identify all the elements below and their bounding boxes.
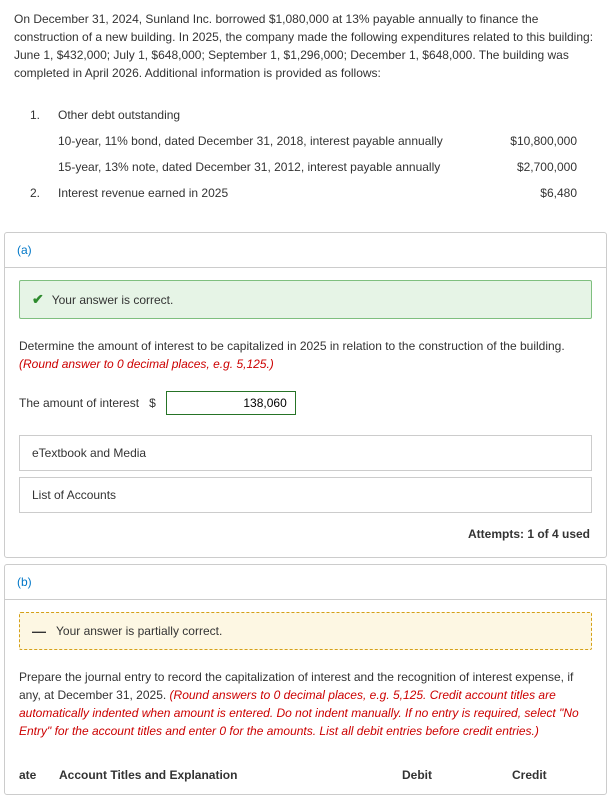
question-plain: Determine the amount of interest to be c… <box>19 339 565 353</box>
info-amount: $2,700,000 <box>497 160 597 174</box>
col-date: ate <box>19 768 59 782</box>
partial-alert: — Your answer is partially correct. <box>19 612 592 650</box>
question-hint: (Round answer to 0 decimal places, e.g. … <box>19 357 274 371</box>
info-amount: $6,480 <box>497 186 597 200</box>
check-icon: ✔ <box>32 291 44 308</box>
etextbook-button[interactable]: eTextbook and Media <box>19 435 592 471</box>
minus-icon: — <box>32 623 46 639</box>
part-b-question: Prepare the journal entry to record the … <box>19 668 592 740</box>
info-num: 2. <box>30 186 58 200</box>
col-credit: Credit <box>512 768 592 782</box>
part-b-section: (b) — Your answer is partially correct. … <box>4 564 607 795</box>
info-text: Interest revenue earned in 2025 <box>58 186 497 200</box>
answer-row: The amount of interest $ <box>19 391 592 415</box>
attempts-text: Attempts: 1 of 4 used <box>19 519 592 545</box>
col-account: Account Titles and Explanation <box>59 768 402 782</box>
info-text: 10-year, 11% bond, dated December 31, 20… <box>58 134 497 148</box>
problem-intro: On December 31, 2024, Sunland Inc. borro… <box>14 12 593 80</box>
info-num <box>30 134 58 148</box>
etextbook-label: eTextbook and Media <box>32 446 146 460</box>
list-accounts-label: List of Accounts <box>32 488 116 502</box>
interest-amount-input[interactable] <box>166 391 296 415</box>
currency-symbol: $ <box>149 396 156 410</box>
info-text: Other debt outstanding <box>58 108 497 122</box>
part-b-label: (b) <box>5 565 606 600</box>
correct-message: Your answer is correct. <box>52 293 174 307</box>
col-debit: Debit <box>402 768 512 782</box>
info-row: 1. Other debt outstanding <box>30 102 597 128</box>
info-row: 2. Interest revenue earned in 2025 $6,48… <box>30 180 597 206</box>
list-of-accounts-button[interactable]: List of Accounts <box>19 477 592 513</box>
part-a-question: Determine the amount of interest to be c… <box>19 337 592 373</box>
journal-entry-header: ate Account Titles and Explanation Debit… <box>19 758 592 782</box>
info-num <box>30 160 58 174</box>
info-row: 10-year, 11% bond, dated December 31, 20… <box>30 128 597 154</box>
info-amount <box>497 108 597 122</box>
part-a-label: (a) <box>5 233 606 268</box>
info-amount: $10,800,000 <box>497 134 597 148</box>
info-row: 15-year, 13% note, dated December 31, 20… <box>30 154 597 180</box>
correct-alert: ✔ Your answer is correct. <box>19 280 592 319</box>
additional-info: 1. Other debt outstanding 10-year, 11% b… <box>0 96 611 226</box>
part-a-section: (a) ✔ Your answer is correct. Determine … <box>4 232 607 558</box>
problem-statement: On December 31, 2024, Sunland Inc. borro… <box>0 0 611 96</box>
answer-label: The amount of interest <box>19 396 139 410</box>
info-text: 15-year, 13% note, dated December 31, 20… <box>58 160 497 174</box>
info-num: 1. <box>30 108 58 122</box>
partial-message: Your answer is partially correct. <box>56 624 222 638</box>
